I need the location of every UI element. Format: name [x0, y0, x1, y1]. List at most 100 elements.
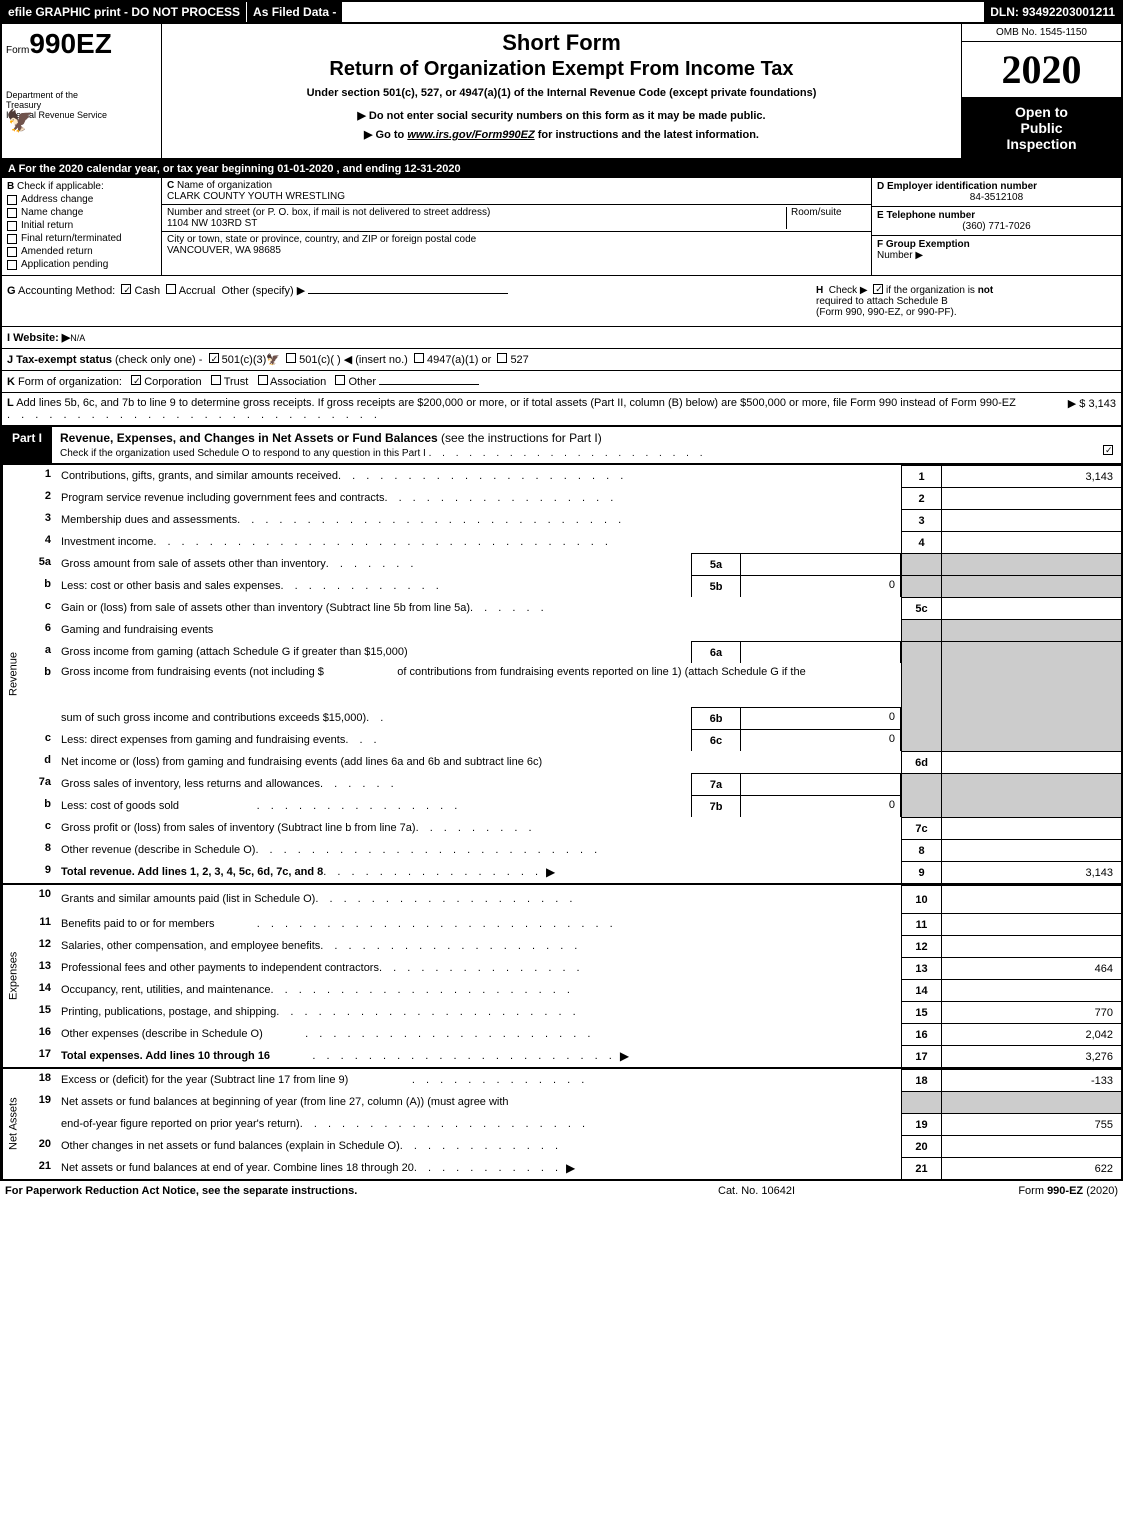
- line-12: 12 Salaries, other compensation, and emp…: [24, 935, 1121, 957]
- line-desc: Net income or (loss) from gaming and fun…: [56, 751, 901, 773]
- box-num: 5c: [901, 597, 941, 619]
- chk-corporation[interactable]: [131, 375, 141, 385]
- line-num: c: [24, 729, 56, 751]
- accrual-label: Accrual: [179, 285, 216, 297]
- section-d: D Employer identification number 84-3512…: [872, 178, 1121, 207]
- line-5b: b Less: cost or other basis and sales ex…: [24, 575, 1121, 597]
- chk-cash[interactable]: [121, 284, 131, 294]
- line-20: 20 Other changes in net assets or fund b…: [24, 1135, 1121, 1157]
- section-e: E Telephone number (360) 771-7026: [872, 207, 1121, 236]
- gh-row: G Accounting Method: Cash Accrual Other …: [0, 276, 1123, 327]
- chk-name-change[interactable]: Name change: [7, 207, 156, 218]
- other-input[interactable]: [308, 293, 508, 294]
- dots: . . . . . . . . . . . . . . . . . . . . …: [429, 448, 707, 459]
- chk-association[interactable]: [258, 375, 268, 385]
- revenue-side-label: Revenue: [2, 465, 24, 883]
- chk-amended-return[interactable]: Amended return: [7, 246, 156, 257]
- sub-value: 0: [741, 795, 901, 817]
- opt-501c3: 501(c)(3): [222, 354, 267, 366]
- opt-trust: Trust: [224, 376, 249, 388]
- chk-501c3[interactable]: [209, 353, 219, 363]
- line-7c: c Gross profit or (loss) from sales of i…: [24, 817, 1121, 839]
- irs-link[interactable]: www.irs.gov/Form990EZ: [407, 129, 534, 141]
- org-name-row: C Name of organization CLARK COUNTY YOUT…: [162, 178, 871, 205]
- header-right: OMB No. 1545-1150 2020 Open to Public In…: [961, 24, 1121, 158]
- line-15: 15 Printing, publications, postage, and …: [24, 1001, 1121, 1023]
- chk-initial-return[interactable]: Initial return: [7, 220, 156, 231]
- line-desc: Total revenue. Add lines 1, 2, 3, 4, 5c,…: [56, 861, 901, 883]
- subtitle: Under section 501(c), 527, or 4947(a)(1)…: [172, 87, 951, 99]
- opt-assoc: Association: [270, 376, 326, 388]
- line-desc: Membership dues and assessments . . . . …: [56, 509, 901, 531]
- line-1: 1 Contributions, gifts, grants, and simi…: [24, 465, 1121, 487]
- box-num: 4: [901, 531, 941, 553]
- d-label: D Employer identification number: [877, 181, 1037, 192]
- section-b: B Check if applicable: Address change Na…: [2, 178, 162, 275]
- checkbox-icon: [7, 260, 17, 270]
- line-desc: Other changes in net assets or fund bala…: [56, 1135, 901, 1157]
- line-desc: end-of-year figure reported on prior yea…: [56, 1113, 901, 1135]
- open-to-public: Open to Public Inspection: [962, 98, 1121, 158]
- shaded-cell: [901, 641, 941, 663]
- line-10: 10 Grants and similar amounts paid (list…: [24, 885, 1121, 913]
- box-num: 2: [901, 487, 941, 509]
- line-num: c: [24, 817, 56, 839]
- chk-527[interactable]: [497, 353, 507, 363]
- org-name-value: CLARK COUNTY YOUTH WRESTLING: [167, 191, 345, 202]
- chk-final-return[interactable]: Final return/terminated: [7, 233, 156, 244]
- sub-value: 0: [741, 575, 901, 597]
- chk-not-required[interactable]: [873, 284, 883, 294]
- return-title: Return of Organization Exempt From Incom…: [172, 58, 951, 81]
- desc-text: Gross income from gaming (attach Schedul…: [61, 646, 408, 658]
- box-num: 19: [901, 1113, 941, 1135]
- line-num: b: [24, 795, 56, 817]
- line-21: 21 Net assets or fund balances at end of…: [24, 1157, 1121, 1179]
- header-block: Form990EZ 🦅 Department of the Treasury I…: [0, 24, 1123, 160]
- dots: . . . . . . . . . . . . . . . . . . . . …: [270, 1050, 616, 1062]
- net-assets-section: Net Assets 18 Excess or (deficit) for th…: [2, 1067, 1121, 1179]
- dots: . . . . . . . . . . . . . . . . . . . . …: [7, 409, 381, 421]
- street-value: 1104 NW 103RD ST: [167, 218, 257, 229]
- chk-accrual[interactable]: [166, 284, 176, 294]
- desc-text: Program service revenue including govern…: [61, 492, 384, 504]
- chk-trust[interactable]: [211, 375, 221, 385]
- chk-501c[interactable]: [286, 353, 296, 363]
- sub-value: 0: [741, 707, 901, 729]
- box-num: 6d: [901, 751, 941, 773]
- shaded-cell: [901, 575, 941, 597]
- chk-app-pending[interactable]: Application pending: [7, 259, 156, 270]
- line-desc: Gross income from gaming (attach Schedul…: [56, 641, 691, 663]
- chk-4947[interactable]: [414, 353, 424, 363]
- chk-label: Application pending: [21, 259, 108, 270]
- b-title: Check if applicable:: [17, 181, 104, 192]
- note2-post: for instructions and the latest informat…: [535, 129, 759, 141]
- desc-text: Investment income: [61, 536, 153, 548]
- line-value: 3,143: [941, 465, 1121, 487]
- arrow-icon: ▶: [566, 1161, 575, 1175]
- opt-501c: 501(c)( ) ◀ (insert no.): [299, 354, 408, 366]
- k-text: Form of organization:: [18, 376, 122, 388]
- chk-label: Address change: [21, 194, 93, 205]
- line-desc: Gross amount from sale of assets other t…: [56, 553, 691, 575]
- chk-other[interactable]: [335, 375, 345, 385]
- dots: . . . . . . .: [326, 558, 418, 570]
- line-value: [941, 817, 1121, 839]
- desc-text: Other expenses (describe in Schedule O): [61, 1028, 263, 1040]
- dots: . . . . . .: [470, 602, 548, 614]
- line-13: 13 Professional fees and other payments …: [24, 957, 1121, 979]
- shaded-cell: [901, 773, 941, 795]
- chk-address-change[interactable]: Address change: [7, 194, 156, 205]
- chk-schedule-o[interactable]: [1103, 445, 1113, 455]
- netassets-side-label: Net Assets: [2, 1069, 24, 1179]
- line-value: 3,276: [941, 1045, 1121, 1067]
- box-num: 7c: [901, 817, 941, 839]
- other-org-input[interactable]: [379, 384, 479, 385]
- line-num: 5a: [24, 553, 56, 575]
- desc-text: Gross profit or (loss) from sales of inv…: [61, 822, 416, 834]
- line-value: [941, 935, 1121, 957]
- dots: . . . . . . . . . . . . . . . . . . . . …: [237, 514, 625, 526]
- line-value: [941, 885, 1121, 913]
- dept-line-1: Department of the: [6, 90, 157, 100]
- desc-text: Less: direct expenses from gaming and fu…: [61, 734, 345, 746]
- line-value: [941, 597, 1121, 619]
